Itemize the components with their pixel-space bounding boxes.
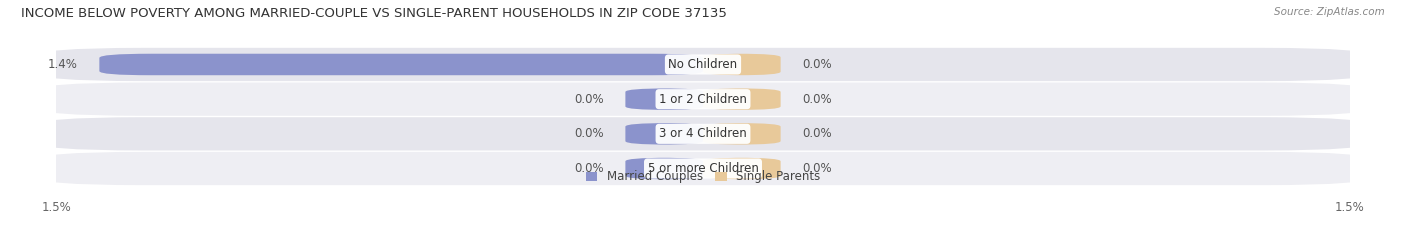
Text: 0.0%: 0.0% [574,127,603,140]
FancyBboxPatch shape [703,88,780,110]
FancyBboxPatch shape [703,54,780,75]
Text: 5 or more Children: 5 or more Children [648,162,758,175]
Text: 1 or 2 Children: 1 or 2 Children [659,93,747,106]
Legend: Married Couples, Single Parents: Married Couples, Single Parents [581,166,825,188]
FancyBboxPatch shape [703,158,780,179]
Text: 0.0%: 0.0% [574,93,603,106]
FancyBboxPatch shape [35,117,1371,151]
Text: 0.0%: 0.0% [803,127,832,140]
Text: 0.0%: 0.0% [574,162,603,175]
FancyBboxPatch shape [626,158,703,179]
FancyBboxPatch shape [35,82,1371,116]
FancyBboxPatch shape [626,88,703,110]
Text: 3 or 4 Children: 3 or 4 Children [659,127,747,140]
Text: Source: ZipAtlas.com: Source: ZipAtlas.com [1274,7,1385,17]
Text: 0.0%: 0.0% [803,162,832,175]
Text: 0.0%: 0.0% [803,58,832,71]
FancyBboxPatch shape [100,54,703,75]
FancyBboxPatch shape [35,152,1371,185]
FancyBboxPatch shape [703,123,780,145]
Text: No Children: No Children [668,58,738,71]
Text: INCOME BELOW POVERTY AMONG MARRIED-COUPLE VS SINGLE-PARENT HOUSEHOLDS IN ZIP COD: INCOME BELOW POVERTY AMONG MARRIED-COUPL… [21,7,727,20]
Text: 0.0%: 0.0% [803,93,832,106]
FancyBboxPatch shape [626,123,703,145]
FancyBboxPatch shape [35,48,1371,81]
Text: 1.4%: 1.4% [48,58,77,71]
